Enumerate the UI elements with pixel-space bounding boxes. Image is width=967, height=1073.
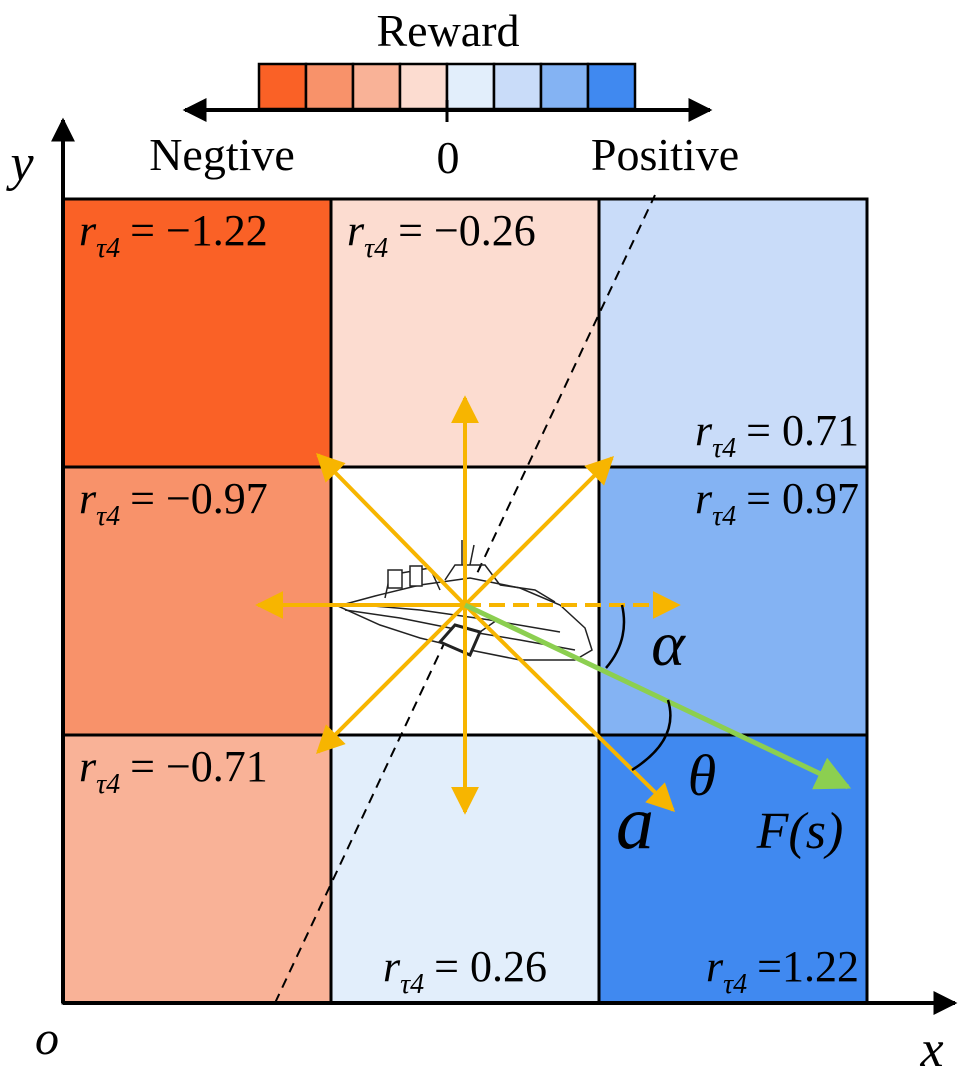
force-arrow xyxy=(463,602,852,790)
reward-legend: Reward Negtive 0 Positive xyxy=(149,5,739,183)
coordinate-axes: y x o xyxy=(5,117,958,1073)
cell-reward-label: rτ4 = −0.71 xyxy=(79,742,268,800)
cell-reward-label: rτ4 = −1.22 xyxy=(79,206,268,264)
force-label: F(s) xyxy=(756,803,844,860)
legend-positive-label: Positive xyxy=(591,129,739,180)
legend-swatch xyxy=(304,62,355,111)
action-arrow-down-left xyxy=(316,603,467,754)
cell-reward-label: rτ4 = −0.26 xyxy=(347,206,536,264)
alpha-label: α xyxy=(651,608,686,679)
legend-swatch xyxy=(351,62,402,111)
legend-zero-label: 0 xyxy=(437,132,460,183)
cell-reward-label: rτ4 = 0.26 xyxy=(383,942,547,1000)
action-label: a xyxy=(616,781,654,865)
legend-swatch xyxy=(492,62,543,111)
action-arrows xyxy=(255,395,681,815)
theta-label: θ xyxy=(688,743,717,808)
legend-swatch xyxy=(398,62,449,111)
origin-label: o xyxy=(35,1012,59,1065)
legend-swatch xyxy=(257,62,308,111)
theta-angle-arc xyxy=(631,699,672,772)
grid-cell xyxy=(61,197,333,469)
legend-swatch xyxy=(539,62,590,111)
legend-title: Reward xyxy=(376,5,519,56)
action-arrow-up-right xyxy=(463,456,614,607)
legend-negative-label: Negtive xyxy=(149,129,295,180)
cell-reward-label: rτ4 = 0.71 xyxy=(695,406,859,464)
cell-reward-label: rτ4 = 0.97 xyxy=(695,474,859,532)
alpha-angle-arc xyxy=(605,604,626,669)
grid-cell xyxy=(597,197,869,469)
cell-reward-label: rτ4 = −0.97 xyxy=(79,474,268,532)
y-axis-label: y xyxy=(5,135,34,192)
action-arrow-up-left xyxy=(316,453,467,607)
cell-reward-label: rτ4 =1.22 xyxy=(706,942,859,1000)
action-arrow-selected xyxy=(463,603,675,812)
legend-swatch xyxy=(445,62,496,111)
x-axis-label: x xyxy=(919,1021,943,1073)
legend-swatch xyxy=(586,62,637,111)
